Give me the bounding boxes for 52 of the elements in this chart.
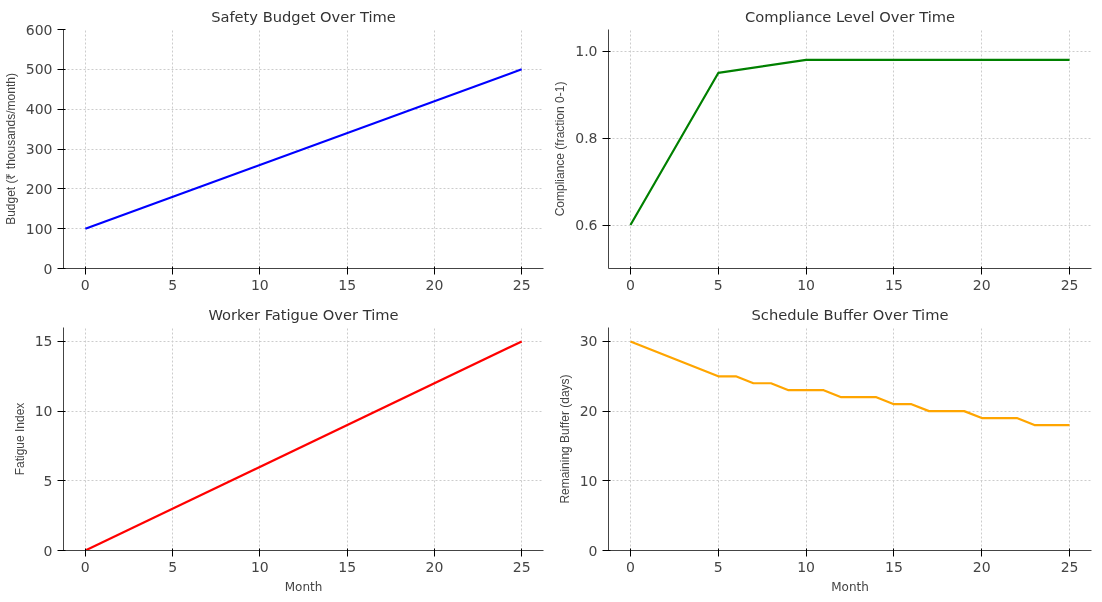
x-tick-label: 10 bbox=[797, 276, 816, 293]
chart-title: Worker Fatigue Over Time bbox=[208, 305, 399, 323]
y-tick-label: 20 bbox=[579, 403, 598, 420]
y-axis-title: Budget (₹ thousands/month) bbox=[3, 73, 18, 225]
chart-title: Compliance Level Over Time bbox=[744, 7, 956, 25]
y-tick-label: 100 bbox=[25, 220, 53, 237]
x-tick-label: 15 bbox=[338, 558, 357, 575]
x-axis-title: Month bbox=[831, 579, 869, 594]
y-tick-label: 0 bbox=[43, 260, 53, 277]
x-tick-label: 20 bbox=[425, 276, 444, 293]
x-tick-label: 5 bbox=[713, 276, 723, 293]
y-tick-label: 0.6 bbox=[575, 217, 598, 234]
y-tick-label: 0 bbox=[43, 542, 53, 559]
x-tick-label: 0 bbox=[626, 558, 635, 575]
y-axis-title: Fatigue Index bbox=[12, 402, 27, 476]
x-tick-label: 15 bbox=[885, 558, 903, 575]
y-tick-label: 500 bbox=[25, 61, 53, 78]
y-tick-label: 200 bbox=[25, 180, 53, 197]
y-tick-label: 300 bbox=[25, 141, 53, 157]
x-tick-label: 15 bbox=[885, 276, 903, 293]
chart-title: Safety Budget Over Time bbox=[211, 7, 396, 25]
y-tick-label: 0.8 bbox=[575, 130, 598, 147]
y-axis-title: Compliance (fraction 0-1) bbox=[553, 81, 568, 217]
x-tick-label: 25 bbox=[512, 276, 531, 293]
x-tick-label: 0 bbox=[626, 276, 635, 293]
x-tick-label: 20 bbox=[972, 276, 991, 293]
x-tick-label: 5 bbox=[713, 558, 723, 575]
y-axis-title: Remaining Buffer (days) bbox=[557, 374, 572, 504]
x-tick-label: 20 bbox=[972, 558, 991, 575]
y-tick-label: 0 bbox=[588, 542, 598, 559]
y-tick-label: 5 bbox=[43, 472, 53, 489]
x-axis-title: Month bbox=[284, 579, 323, 594]
x-tick-label: 10 bbox=[250, 276, 269, 293]
y-tick-label: 10 bbox=[579, 472, 598, 489]
y-tick-label: 10 bbox=[34, 403, 53, 420]
x-tick-label: 5 bbox=[168, 558, 178, 575]
x-tick-label: 15 bbox=[338, 276, 357, 293]
x-tick-label: 25 bbox=[512, 558, 531, 575]
y-tick-label: 400 bbox=[25, 101, 53, 118]
y-tick-label: 1.0 bbox=[575, 43, 598, 60]
y-tick-label: 600 bbox=[25, 21, 53, 38]
x-tick-label: 25 bbox=[1060, 558, 1079, 575]
y-tick-label: 30 bbox=[579, 333, 598, 350]
x-tick-label: 0 bbox=[80, 558, 90, 575]
x-tick-label: 10 bbox=[250, 558, 269, 575]
y-tick-label: 15 bbox=[34, 333, 53, 350]
x-tick-label: 5 bbox=[168, 276, 178, 293]
x-tick-label: 10 bbox=[797, 558, 816, 575]
x-tick-label: 25 bbox=[1060, 276, 1079, 293]
x-tick-label: 0 bbox=[80, 276, 90, 293]
chart-title: Schedule Buffer Over Time bbox=[751, 305, 949, 323]
x-tick-label: 20 bbox=[425, 558, 444, 575]
